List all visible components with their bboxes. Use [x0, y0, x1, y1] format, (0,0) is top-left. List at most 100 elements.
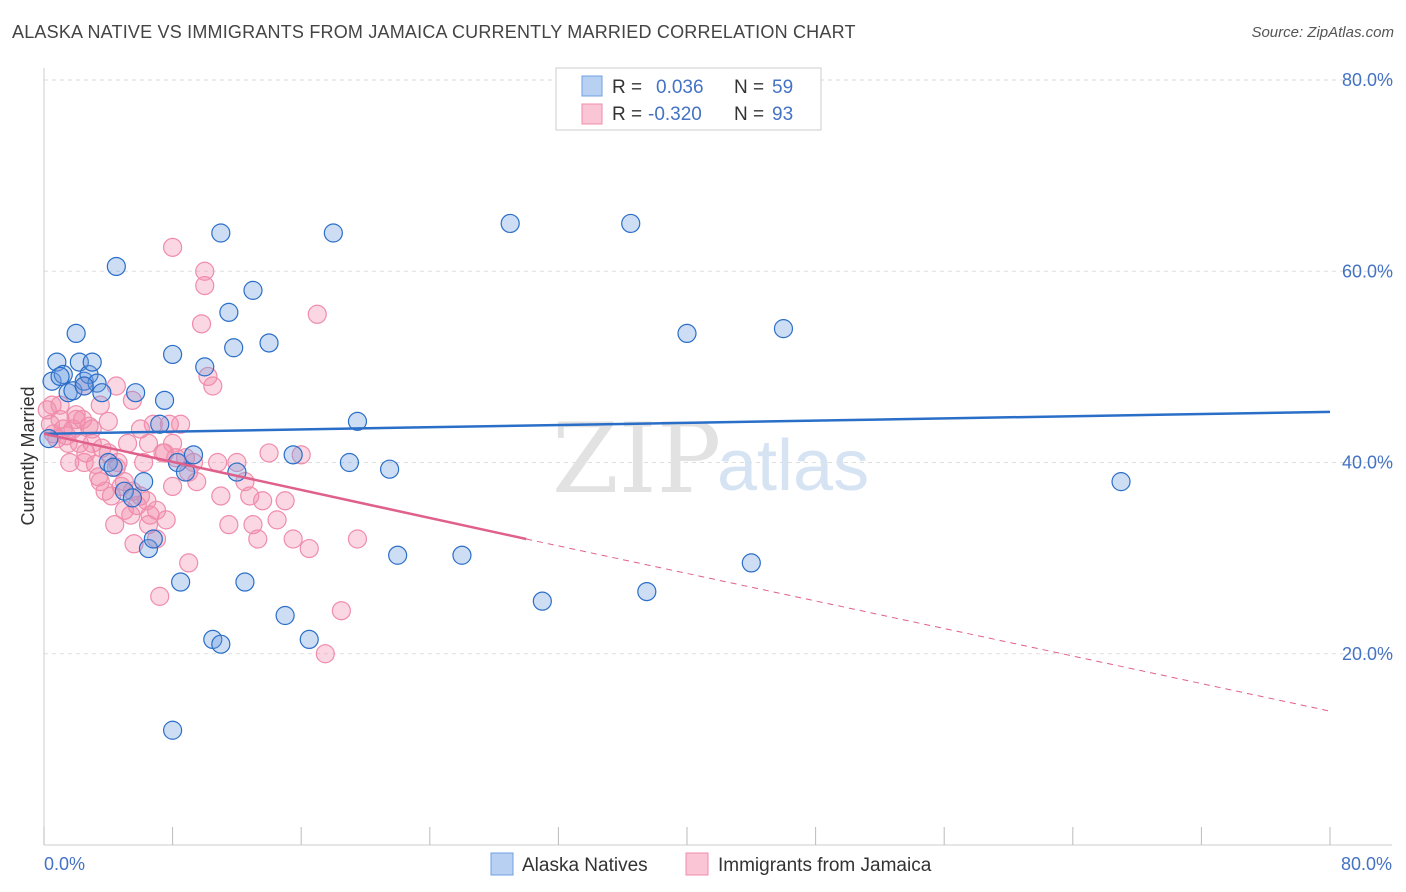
- jamaica-point-68: [347, 529, 368, 549]
- alaska-point-12: [92, 383, 112, 403]
- legend-r-label-1: R =: [612, 77, 642, 98]
- legend-swatch-jamaica: [581, 103, 603, 125]
- jamaica-point-77: [66, 409, 86, 430]
- bottom-legend: Alaska Natives Immigrants from Jamaica: [490, 852, 932, 876]
- trend-lines: [43, 410, 1331, 712]
- alaska-point-43: [452, 545, 472, 565]
- alaska-point-39: [339, 452, 360, 473]
- alaska-point-18: [134, 472, 154, 492]
- alaska-point-51: [1111, 472, 1131, 492]
- jamaica-point-62: [283, 529, 303, 549]
- alaska-point-20: [143, 529, 163, 549]
- alaska-point-36: [283, 445, 303, 465]
- chart-title: ALASKA NATIVE VS IMMIGRANTS FROM JAMAICA…: [12, 22, 856, 42]
- y-tick-label-80: 80.0%: [1342, 70, 1393, 90]
- x-ticks: [43, 827, 1331, 845]
- alaska-trend-line: [43, 410, 1331, 436]
- y-tick-labels: 20.0% 40.0% 60.0% 80.0%: [1342, 70, 1393, 664]
- legend-n-value-2: 93: [772, 104, 793, 125]
- jamaica-point-88: [90, 472, 110, 492]
- jamaica-point-75: [138, 433, 159, 453]
- alaska-point-26: [175, 462, 196, 482]
- alaska-point-16: [122, 488, 143, 508]
- chart-source: Source: ZipAtlas.com: [1251, 24, 1394, 41]
- bottom-legend-swatch-alaska: [490, 852, 514, 876]
- alaska-point-10: [82, 352, 102, 372]
- jamaica-point-47: [195, 275, 215, 296]
- alaska-point-15: [114, 481, 134, 501]
- alaska-point-14: [103, 457, 123, 477]
- jamaica-point-29: [130, 419, 151, 439]
- jamaica-point-67: [331, 601, 351, 621]
- jamaica-point-69: [163, 237, 183, 257]
- alaska-point-17: [126, 383, 146, 403]
- axes: [43, 68, 1392, 846]
- jamaica-point-65: [307, 304, 327, 324]
- jamaica-point-91: [138, 515, 159, 535]
- alaska-point-35: [259, 333, 279, 353]
- alaska-point-37: [275, 605, 295, 626]
- jamaica-point-26: [121, 505, 141, 525]
- legend-r-label-2: R =: [612, 104, 642, 125]
- alaska-point-48: [677, 323, 697, 344]
- y-tick-label-60: 60.0%: [1342, 261, 1393, 281]
- jamaica-point-57: [248, 529, 268, 549]
- alaska-point-38: [323, 223, 343, 243]
- jamaica-point-78: [82, 419, 102, 439]
- jamaica-point-64: [299, 538, 319, 559]
- legend-swatch-alaska: [581, 75, 603, 97]
- jamaica-point-49: [203, 376, 223, 396]
- alaska-point-6: [66, 323, 86, 344]
- jamaica-point-7: [60, 452, 80, 473]
- jamaica-point-52: [219, 515, 239, 535]
- alaska-point-21: [150, 414, 170, 434]
- alaska-point-28: [195, 357, 215, 377]
- legend-r-value-1: 0.036: [656, 77, 704, 98]
- jamaica-point-50: [208, 452, 228, 473]
- jamaica-point-56: [243, 515, 263, 535]
- alaska-point-49: [741, 553, 761, 573]
- watermark-atlas: atlas: [717, 426, 869, 506]
- alaska-point-54: [299, 629, 319, 650]
- alaska-point-40: [347, 411, 368, 431]
- jamaica-point-63: [291, 445, 311, 465]
- jamaica-point-87: [74, 452, 94, 473]
- jamaica-point-39: [163, 433, 183, 453]
- jamaica-point-27: [124, 534, 144, 554]
- legend-r-value-2: -0.320: [648, 104, 702, 125]
- jamaica-point-58: [253, 491, 273, 511]
- bottom-legend-alaska: Alaska Natives: [522, 855, 648, 876]
- jamaica-point-41: [171, 414, 191, 434]
- legend-n-value-1: 59: [772, 77, 793, 98]
- bottom-legend-swatch-jamaica: [685, 852, 709, 876]
- jamaica-point-83: [163, 476, 183, 497]
- jamaica-point-82: [146, 500, 167, 520]
- alaska-point-46: [621, 213, 641, 234]
- bottom-legend-jamaica: Immigrants from Jamaica: [718, 855, 932, 876]
- alaska-point-44: [500, 213, 520, 234]
- alaska-point-53: [211, 634, 231, 654]
- watermark-zip: ZIP: [552, 403, 721, 515]
- series-jamaica-points: [37, 237, 368, 664]
- alaska-point-57: [74, 376, 94, 396]
- watermark: ZIP atlas: [552, 403, 869, 515]
- alaska-point-31: [224, 338, 244, 358]
- jamaica-point-33: [143, 414, 163, 434]
- jamaica-point-61: [275, 491, 295, 511]
- alaska-point-58: [50, 366, 70, 387]
- x-tick-label-max: 80.0%: [1341, 854, 1392, 874]
- alaska-point-23: [163, 344, 183, 365]
- alaska-point-55: [163, 720, 183, 740]
- alaska-point-2: [47, 352, 67, 372]
- alaska-point-33: [235, 572, 255, 592]
- jamaica-point-55: [240, 486, 260, 506]
- alaska-point-42: [388, 545, 408, 565]
- alaska-point-25: [171, 572, 191, 592]
- series-alaska-points: [39, 213, 1131, 740]
- jamaica-point-38: [159, 414, 179, 434]
- legend-n-label-1: N =: [734, 77, 764, 98]
- legend: R = 0.036 N = 59 R = -0.320 N = 93: [555, 67, 822, 131]
- alaska-point-41: [380, 459, 400, 479]
- alaska-point-27: [183, 445, 204, 465]
